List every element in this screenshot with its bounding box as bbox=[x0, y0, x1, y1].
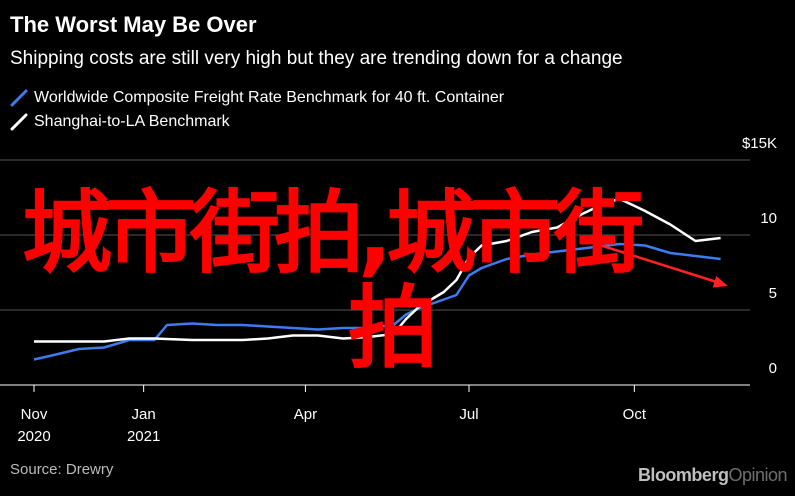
legend-label-worldwide: Worldwide Composite Freight Rate Benchma… bbox=[34, 89, 505, 106]
source-note: Source: Drewry bbox=[10, 461, 114, 478]
series-line-1 bbox=[34, 197, 721, 343]
x-tick-year-2020: 2020 bbox=[17, 428, 50, 445]
legend-swatch-white-line-icon bbox=[10, 113, 28, 131]
y-tick-label-15: $15K bbox=[742, 135, 777, 152]
legend: Worldwide Composite Freight Rate Benchma… bbox=[10, 86, 504, 134]
watermark-text-line-1: 城市街拍,城市街 bbox=[22, 181, 644, 286]
y-tick-label-0: 0 bbox=[769, 360, 777, 377]
annotation-arrow-line bbox=[581, 238, 721, 285]
x-tick-label-apr: Apr bbox=[294, 406, 317, 423]
brand-main: Bloomberg bbox=[637, 465, 729, 485]
legend-label-shanghai: Shanghai-to-LA Benchmark bbox=[34, 113, 230, 130]
x-tick-label-oct: Oct bbox=[623, 406, 647, 423]
x-tick-year-2021: 2021 bbox=[127, 428, 160, 445]
x-tick-label-nov: Nov bbox=[21, 406, 48, 423]
legend-swatch-blue-line-icon bbox=[10, 89, 28, 107]
y-tick-label-5: 5 bbox=[769, 285, 777, 302]
brand-accent: Opinion bbox=[728, 465, 787, 485]
chart-subtitle: Shipping costs are still very high but t… bbox=[10, 48, 623, 69]
annotation-arrow-head bbox=[712, 276, 728, 288]
legend-item-shanghai: Shanghai-to-LA Benchmark bbox=[10, 110, 504, 134]
bloomberg-opinion-logo: BloombergOpinion bbox=[637, 465, 788, 486]
x-tick-label-jan: Jan bbox=[132, 406, 156, 423]
x-tick-label-jul: Jul bbox=[459, 406, 478, 423]
legend-item-worldwide: Worldwide Composite Freight Rate Benchma… bbox=[10, 86, 504, 110]
y-tick-label-10: 10 bbox=[760, 210, 777, 227]
watermark-text-line-2: 拍 bbox=[348, 276, 438, 381]
chart-title: The Worst May Be Over bbox=[10, 12, 257, 37]
